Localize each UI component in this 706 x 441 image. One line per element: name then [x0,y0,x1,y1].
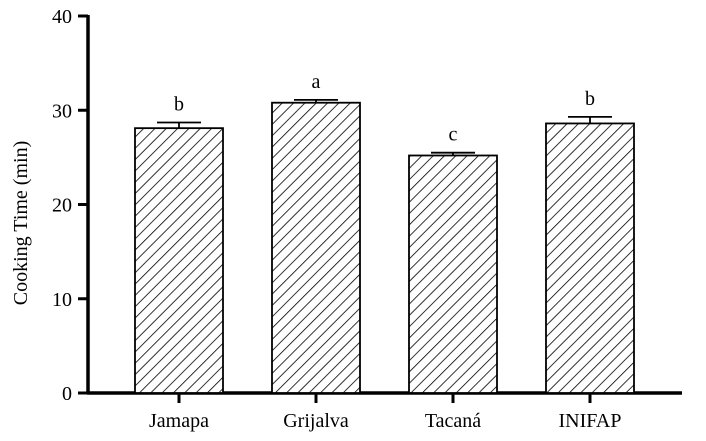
bar [545,122,635,394]
y-tick-label: 40 [52,6,72,28]
significance-label: b [585,88,595,110]
x-category-label: INIFAP [559,410,622,432]
significance-label: b [174,94,184,116]
y-tick-label: 20 [52,195,72,217]
y-tick-label: 30 [52,100,72,122]
x-category-label: Jamapa [149,410,209,432]
bar [408,154,498,394]
y-tick-label: 0 [62,383,72,405]
significance-label: c [449,124,458,146]
x-category-label: Grijalva [283,410,349,432]
y-axis-title: Cooking Time (min) [10,141,32,305]
x-category-label: Tacaná [425,410,481,432]
bar [134,127,224,394]
bar [271,101,361,394]
y-tick-label: 10 [52,289,72,311]
significance-label: a [312,71,321,93]
